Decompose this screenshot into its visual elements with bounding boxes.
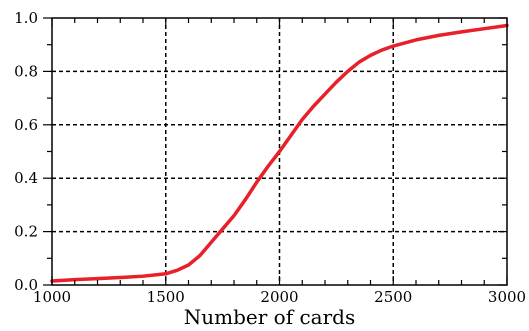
y-tick-label: 0.8 xyxy=(14,62,38,80)
x-tick-label: 3000 xyxy=(488,288,526,306)
ticks: 1000 1500 2000 2500 3000 0.0 0.2 0.4 0.6 0.8 1.0 xyxy=(14,9,526,306)
y-tick-label: 0.0 xyxy=(14,276,38,294)
y-tick-label: 0.2 xyxy=(14,223,38,241)
y-tick-label: 0.4 xyxy=(14,169,38,187)
y-tick-label: 1.0 xyxy=(14,9,38,27)
x-axis-label: Number of cards xyxy=(184,305,355,329)
x-tick-label: 2500 xyxy=(374,288,412,306)
x-tick-label: 1000 xyxy=(33,288,71,306)
series-line xyxy=(50,23,509,283)
x-tick-label: 2000 xyxy=(260,288,298,306)
series-layer xyxy=(50,23,509,283)
y-tick-label: 0.6 xyxy=(14,116,38,134)
x-tick-label: 1500 xyxy=(147,288,185,306)
